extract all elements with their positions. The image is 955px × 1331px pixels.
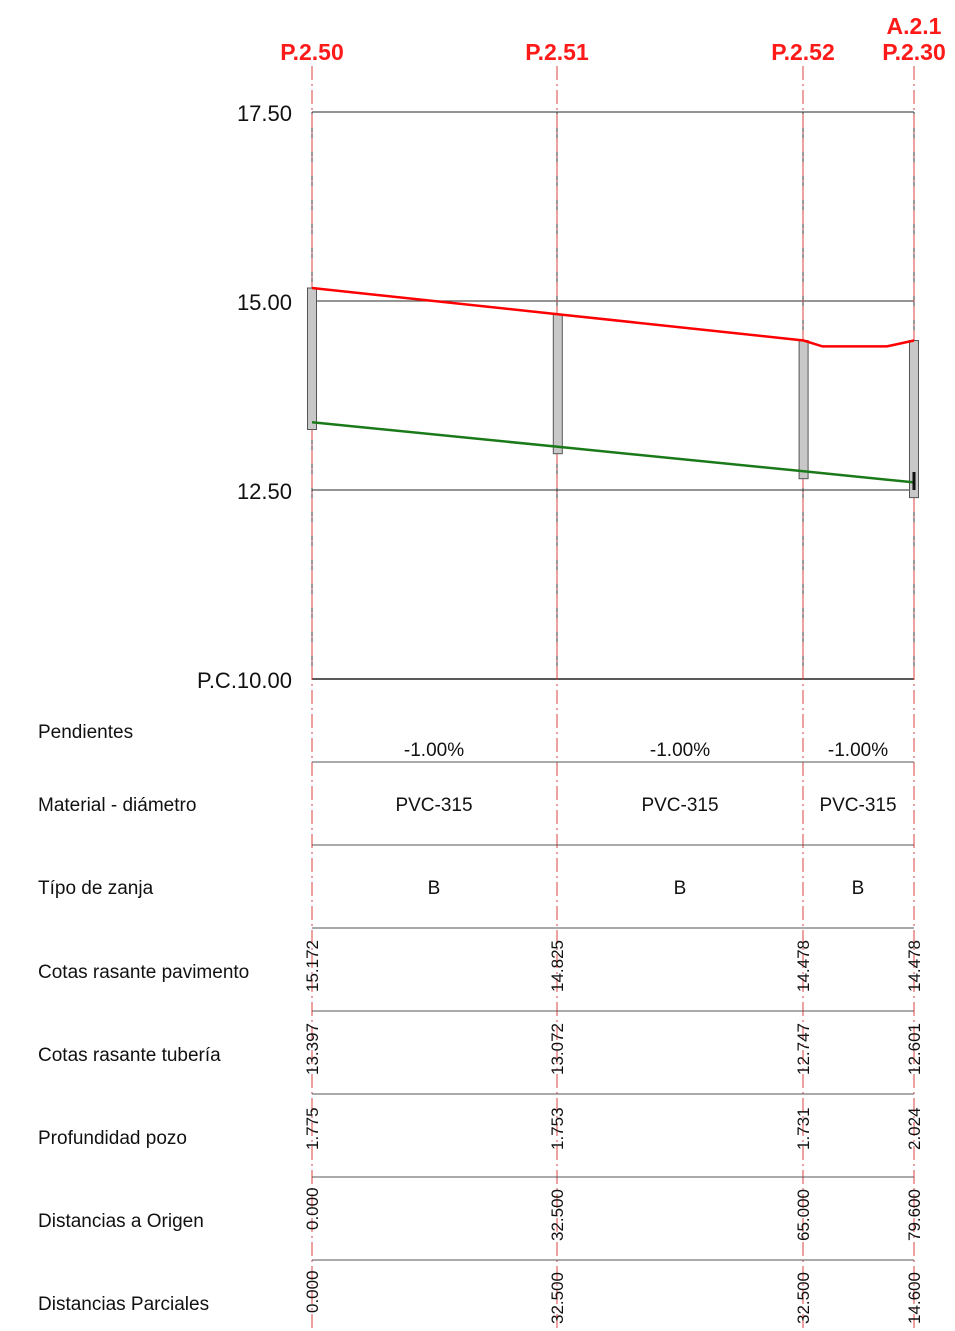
pavement-elev-p250: 15.172	[303, 940, 322, 992]
station-label-p251: P.2.51	[525, 39, 589, 65]
elevation-tick-1250: 12.50	[237, 479, 292, 504]
depth-p252: 1.731	[794, 1107, 813, 1150]
pavement-elev-p230: 14.478	[905, 940, 924, 992]
dist-origin-p252: 65.000	[794, 1189, 813, 1241]
depth-p230: 2.024	[905, 1107, 924, 1150]
station-axis-lines	[311, 66, 915, 1331]
pavement-line	[311, 286, 915, 348]
depth-p250: 1.775	[303, 1107, 322, 1150]
dist-origin-p230: 79.600	[905, 1189, 924, 1241]
row-labels: Pendientes Material - diámetro Típo de z…	[38, 722, 249, 1315]
pipe-elev-p230: 12.601	[905, 1023, 924, 1075]
segment-slopes: -1.00% -1.00% -1.00%	[404, 740, 888, 761]
dist-partial-p250: 0.000	[303, 1270, 322, 1313]
elevation-tick-pc1000: P.C.10.00	[197, 668, 292, 693]
row-label-zanja: Típo de zanja	[38, 878, 154, 899]
station-label-p252: P.2.52	[771, 39, 835, 65]
trench-segment-3: B	[852, 878, 865, 899]
table-separators	[312, 761, 914, 1261]
row-label-pendientes: Pendientes	[38, 722, 133, 743]
pipe-elev-p251: 13.072	[548, 1023, 567, 1075]
station-label-a21: A.2.1	[887, 13, 942, 39]
slope-segment-3: -1.00%	[828, 740, 888, 761]
manhole-0	[307, 287, 317, 430]
dist-origin-p250: 0.000	[303, 1187, 322, 1230]
row-label-material: Material - diámetro	[38, 795, 196, 816]
pavement-elev-p251: 14.825	[548, 940, 567, 992]
row-label-profundidad: Profundidad pozo	[38, 1128, 187, 1149]
material-segment-1: PVC-315	[395, 795, 472, 816]
material-segment-3: PVC-315	[819, 795, 896, 816]
pavement-elev-p252: 14.478	[794, 940, 813, 992]
station-label-p230: P.2.30	[882, 39, 946, 65]
station-headers: P.2.50 P.2.51 P.2.52 A.2.1 P.2.30	[280, 13, 946, 65]
station-label-p250: P.2.50	[280, 39, 344, 65]
segment-trench-types: B B B	[428, 878, 865, 899]
slope-segment-1: -1.00%	[404, 740, 464, 761]
point-values: 15.172 14.825 14.478 14.478 13.397 13.07…	[303, 940, 924, 1324]
elevation-tick-1750: 17.50	[237, 101, 292, 126]
manhole-1	[552, 313, 563, 455]
pipe-line	[311, 420, 915, 484]
row-label-cotas-tuberia: Cotas rasante tubería	[38, 1045, 221, 1066]
row-label-cotas-pavimento: Cotas rasante pavimento	[38, 962, 249, 983]
depth-p251: 1.753	[548, 1107, 567, 1150]
material-segment-2: PVC-315	[641, 795, 718, 816]
elevation-axis: 17.50 15.00 12.50 P.C.10.00	[197, 101, 292, 693]
dist-partial-p230: 14.600	[905, 1272, 924, 1324]
trench-segment-2: B	[674, 878, 687, 899]
pipe-elev-p252: 12.747	[794, 1023, 813, 1075]
row-label-distancias-origen: Distancias a Origen	[38, 1211, 204, 1232]
dist-partial-p251: 32.500	[548, 1272, 567, 1324]
profile-grid	[312, 111, 914, 680]
manhole-2	[798, 340, 809, 480]
segment-materials: PVC-315 PVC-315 PVC-315	[395, 795, 896, 816]
slope-segment-2: -1.00%	[650, 740, 710, 761]
row-label-distancias-parciales: Distancias Parciales	[38, 1294, 209, 1315]
station-verticals	[311, 112, 915, 679]
pipe-elev-p250: 13.397	[303, 1023, 322, 1075]
dist-partial-p252: 32.500	[794, 1272, 813, 1324]
dist-origin-p251: 32.500	[548, 1189, 567, 1241]
trench-segment-1: B	[428, 878, 441, 899]
elevation-tick-1500: 15.00	[237, 290, 292, 315]
